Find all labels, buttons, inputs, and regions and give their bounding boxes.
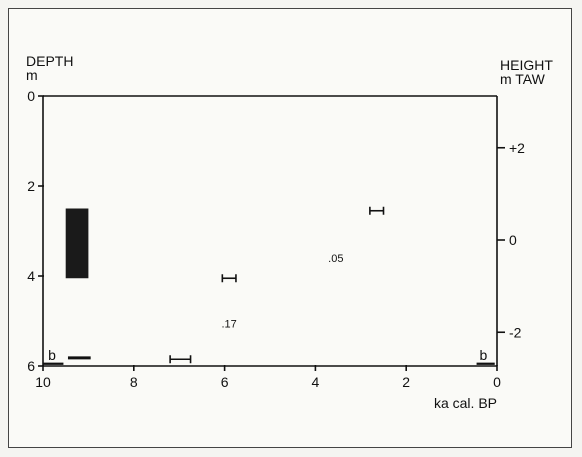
x-axis-title: ka cal. BP <box>434 395 497 411</box>
left-axis-title: DEPTH <box>26 53 73 69</box>
annotation-label: .05 <box>328 253 343 265</box>
right-tick-label: -2 <box>509 324 522 340</box>
data-block <box>65 208 89 279</box>
left-axis-unit: m <box>26 67 38 83</box>
left-tick-label: 6 <box>27 358 35 374</box>
data-marks: b b .05 .17 <box>43 206 495 365</box>
x-tick-label: 2 <box>402 374 410 390</box>
left-tick-label: 0 <box>27 88 35 104</box>
baseline-label: b <box>479 347 487 363</box>
x-tick-label: 0 <box>493 374 501 390</box>
right-axis-unit: m TAW <box>500 71 546 87</box>
age-range <box>169 355 192 364</box>
x-tick-label: 4 <box>312 374 320 390</box>
right-tick-label: +2 <box>509 140 525 156</box>
figure-frame <box>8 8 572 448</box>
right-tick-label: 0 <box>509 232 517 248</box>
axes <box>38 95 505 371</box>
age-range <box>221 274 237 283</box>
annotation-label: .17 <box>221 318 236 330</box>
age-range <box>369 206 385 215</box>
x-tick-label: 8 <box>130 374 138 390</box>
x-tick-label: 6 <box>221 374 229 390</box>
left-tick-label: 2 <box>27 178 35 194</box>
baseline-label: b <box>48 347 56 363</box>
x-tick-label: 10 <box>35 374 51 390</box>
right-axis-title: HEIGHT <box>500 57 553 73</box>
left-tick-label: 4 <box>27 268 35 284</box>
